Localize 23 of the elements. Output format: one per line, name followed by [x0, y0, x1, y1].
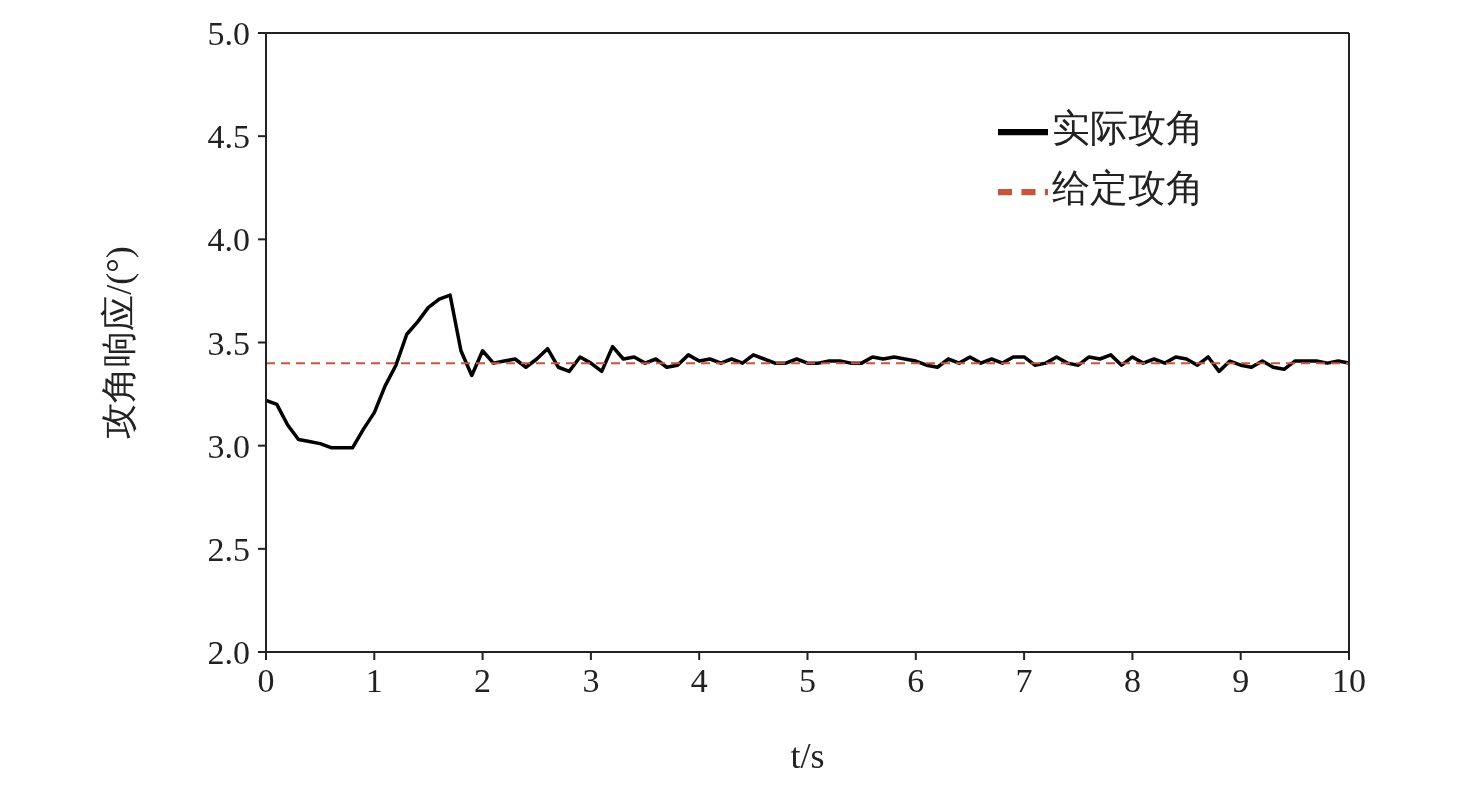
y-tick-label: 4.0: [207, 221, 250, 259]
x-tick-label: 4: [690, 662, 708, 700]
y-tick-label: 3.0: [207, 427, 250, 465]
x-tick-label: 9: [1232, 662, 1250, 700]
x-tick-label: 6: [907, 662, 925, 700]
y-axis-title: 攻角响应/(°): [98, 246, 139, 439]
x-tick-label: 5: [799, 662, 816, 700]
y-tick-label: 4.5: [207, 118, 250, 156]
x-tick-label: 8: [1123, 662, 1141, 700]
x-tick-label: 1: [365, 662, 383, 700]
legend-label: 实际攻角: [1052, 107, 1204, 149]
line-series: [266, 293, 1349, 450]
y-tick-label: 5.0: [207, 15, 250, 53]
y-tick-label: 2.0: [207, 634, 250, 672]
x-axis-title: t/s: [790, 736, 825, 776]
x-tick-label: 10: [1332, 662, 1366, 700]
x-tick-label: 3: [582, 662, 600, 700]
x-tick-label: 0: [257, 662, 275, 700]
x-tick-label: 2: [474, 662, 492, 700]
x-tick-label: 7: [1015, 662, 1033, 700]
legend-label: 给定攻角: [1052, 167, 1204, 209]
y-tick-label: 3.5: [207, 324, 250, 362]
y-tick-label: 2.5: [207, 530, 250, 568]
